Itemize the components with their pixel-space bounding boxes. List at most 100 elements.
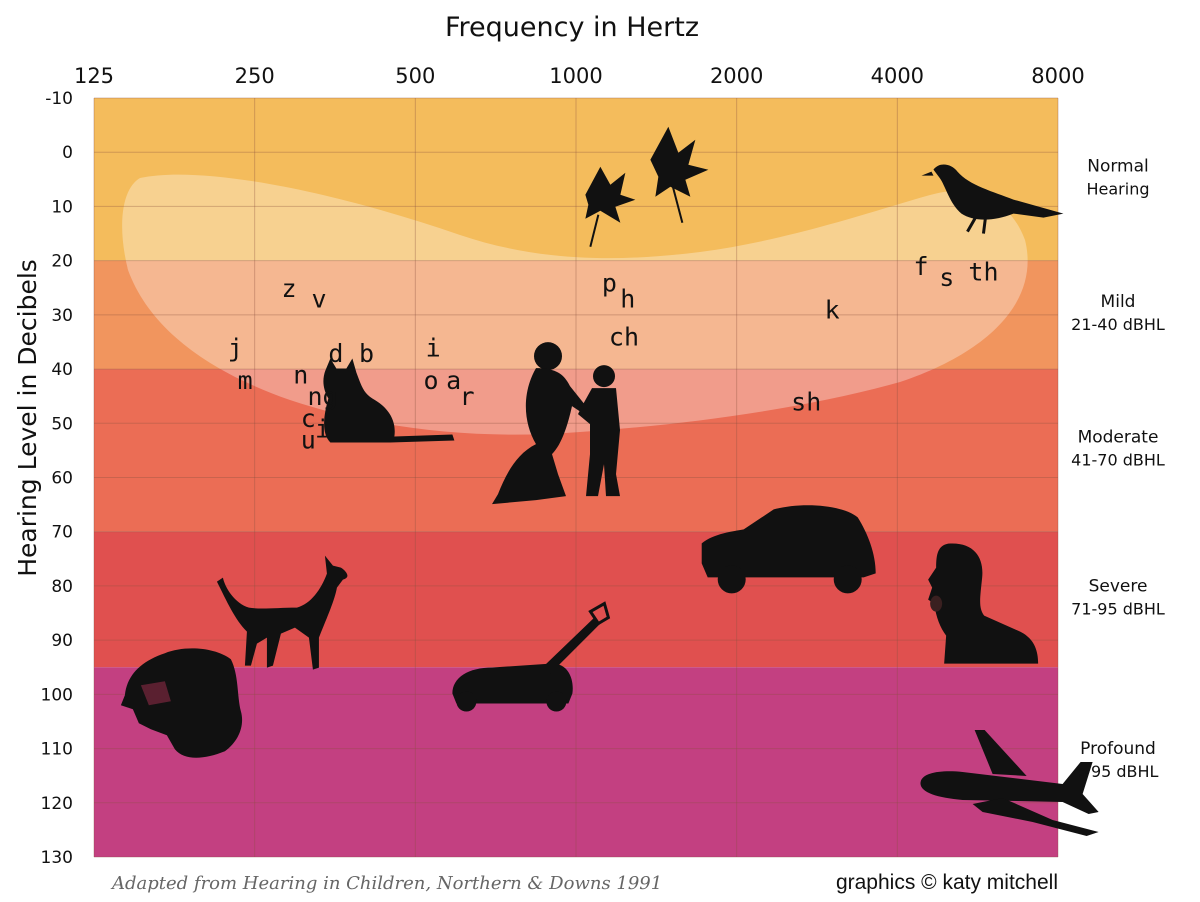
y-tick-label: 40	[51, 360, 73, 380]
band-label-moderate: Moderate	[1078, 427, 1159, 447]
band-range-normal: Hearing	[1087, 179, 1150, 198]
y-tick-label: 80	[51, 577, 73, 597]
mother-child-icon-part	[593, 365, 615, 388]
speech-sound-label: p	[602, 268, 617, 297]
speech-sound-label: b	[359, 339, 374, 368]
airplane-icon-part	[972, 797, 1099, 836]
speech-sound-label: u	[301, 426, 316, 455]
leaves-icon-part	[671, 184, 684, 223]
speech-sound-label: th	[968, 257, 998, 286]
x-tick-label: 2000	[710, 64, 763, 88]
y-tick-label: 100	[41, 685, 73, 705]
leaves-icon-part	[589, 214, 600, 247]
y-tick-label: -10	[45, 89, 73, 109]
y-tick-label: 0	[62, 143, 73, 163]
y-tick-label: 60	[51, 469, 73, 489]
cat-icon-part	[323, 358, 455, 443]
airplane-icon	[920, 729, 1099, 836]
speech-sound-label: k	[825, 295, 840, 324]
screaming-person-icon-part	[928, 543, 1039, 664]
band-range-moderate: 41-70 dBHL	[1071, 450, 1165, 469]
y-tick-label: 90	[51, 631, 73, 651]
mother-child-icon-part	[492, 368, 586, 505]
band-normal	[94, 98, 1058, 261]
band-profound	[94, 667, 1058, 857]
speech-sound-label: z	[282, 274, 297, 303]
band-label-severe: Severe	[1089, 576, 1148, 596]
lawn-mower-icon-part	[456, 691, 477, 712]
speech-sound-label: n	[293, 360, 308, 389]
speech-sound-label: s	[939, 263, 954, 292]
lawn-mower-icon-part	[546, 691, 567, 712]
lawn-mower-icon-part	[542, 617, 601, 674]
screaming-person-icon	[928, 543, 1039, 664]
y-tick-label: 120	[41, 794, 73, 814]
speech-sound-label: f	[913, 252, 928, 281]
leaves-icon	[585, 126, 709, 247]
airplane-icon-part	[974, 729, 1027, 776]
speech-sound-label: v	[311, 285, 326, 314]
y-tick-labels: -10 0 10 20 30 40 50 60 70 80 90 100 110 120 130	[41, 89, 73, 868]
band-labels: Normal Hearing Mild 21-40 dBHL Moderate 41-70…	[1071, 156, 1165, 781]
speech-sound-label: a	[446, 366, 461, 395]
lawn-mower-icon-part	[588, 601, 611, 626]
chart-title: Frequency in Hertz	[445, 12, 699, 43]
x-tick-label: 4000	[871, 64, 924, 88]
band-range-mild: 21-40 dBHL	[1071, 315, 1165, 334]
band-mild	[94, 260, 1058, 370]
x-tick-label: 500	[395, 64, 435, 88]
y-axis-label: Hearing Level in Decibels	[13, 259, 42, 577]
y-tick-label: 50	[51, 414, 73, 434]
y-tick-label: 110	[41, 740, 73, 760]
lion-icon-part	[120, 648, 243, 758]
speech-sound-label: i	[315, 415, 330, 444]
source-credit: Adapted from Hearing in Children, Northe…	[110, 873, 662, 894]
speech-sound-label: ng	[307, 382, 337, 411]
grid-lines	[93, 97, 1059, 858]
bird-icon	[921, 164, 1064, 234]
mother-child-icon-part	[578, 388, 620, 497]
y-tick-label: 70	[51, 523, 73, 543]
hearing-bands	[94, 98, 1058, 857]
band-label-normal: Normal	[1087, 156, 1149, 176]
band-range-profound: >95 dBHL	[1078, 762, 1159, 781]
y-tick-label: 130	[41, 848, 73, 868]
graphics-credit: graphics © katy mitchell	[836, 871, 1058, 894]
x-tick-label: 1000	[549, 64, 602, 88]
bird-icon-part	[933, 164, 1064, 220]
speech-sound-label: c	[301, 404, 316, 433]
mother-child-icon	[492, 342, 620, 505]
lawn-mower-icon-part	[452, 663, 573, 704]
y-tick-label: 20	[51, 252, 73, 272]
speech-sound-label: m	[238, 366, 253, 395]
speech-sound-label: sh	[791, 388, 821, 417]
band-label-mild: Mild	[1101, 292, 1136, 312]
speech-sound-label: j	[228, 333, 243, 362]
bird-icon-part	[921, 171, 934, 176]
car-icon-part	[701, 505, 876, 578]
speech-sound-label: r	[460, 382, 475, 411]
x-tick-labels: 125 250 500 1000 2000 4000 8000	[74, 64, 1085, 88]
speech-sound-label: ch	[609, 323, 639, 352]
car-icon-part	[717, 565, 746, 594]
lion-icon	[120, 648, 243, 758]
bird-icon-part	[966, 216, 987, 234]
speech-sound-label: o	[423, 366, 438, 395]
band-label-profound: Profound	[1080, 739, 1156, 759]
dog-icon	[216, 555, 348, 670]
lion-icon-part	[140, 681, 171, 706]
airplane-icon-part	[920, 761, 1099, 814]
speech-sound-label: h	[620, 285, 635, 314]
car-icon	[701, 505, 876, 594]
band-range-severe: 71-95 dBHL	[1071, 599, 1165, 618]
dog-icon-part	[216, 555, 348, 670]
leaves-icon-part	[585, 166, 636, 223]
lawn-mower-icon	[452, 601, 611, 712]
leaves-icon-part	[650, 126, 709, 197]
mother-child-icon-part	[534, 342, 562, 371]
speech-sound-label: i	[426, 333, 441, 362]
screaming-person-icon-part	[930, 595, 943, 612]
car-icon-part	[833, 565, 862, 594]
